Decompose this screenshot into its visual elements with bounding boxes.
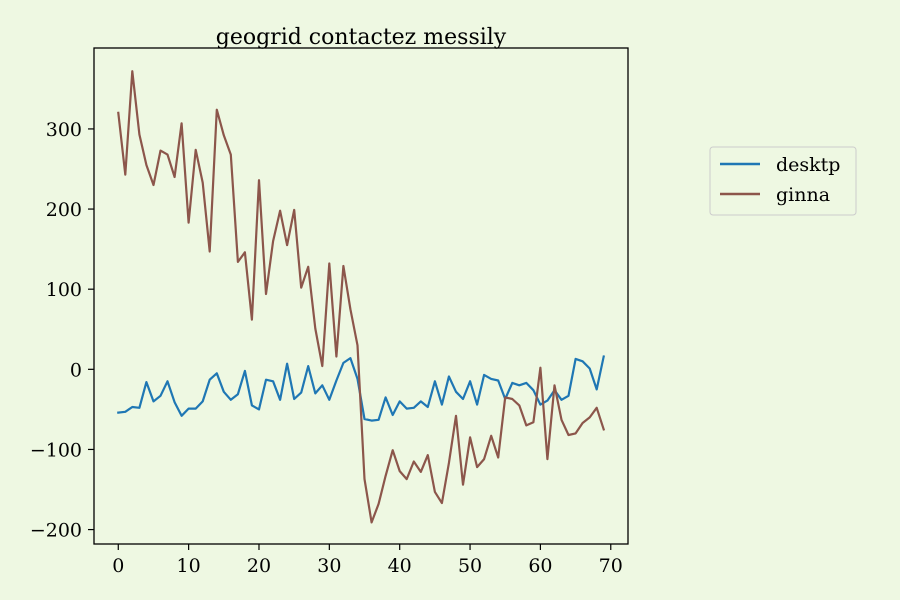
x-tick-label: 0 bbox=[112, 555, 124, 577]
legend-label-ginna: ginna bbox=[776, 184, 830, 206]
legend: desktp ginna bbox=[709, 146, 857, 216]
legend-label-desktp: desktp bbox=[776, 154, 840, 176]
x-tick-label: 10 bbox=[177, 555, 201, 577]
series-line-ginna bbox=[117, 70, 606, 524]
plot-area bbox=[93, 47, 629, 545]
x-tick-label: 40 bbox=[388, 555, 412, 577]
y-tick-label: 100 bbox=[46, 279, 82, 301]
x-tick-label: 70 bbox=[599, 555, 623, 577]
chart-title: geogrid contactez messily bbox=[216, 25, 507, 50]
x-tick-label: 30 bbox=[317, 555, 341, 577]
y-axis: −200 −100 0 100 200 300 bbox=[30, 119, 94, 542]
y-tick-label: 0 bbox=[70, 359, 82, 381]
y-tick-label: −100 bbox=[30, 439, 82, 461]
y-tick-label: 300 bbox=[46, 119, 82, 141]
series-layer bbox=[117, 70, 606, 524]
y-tick-label: −200 bbox=[30, 520, 82, 542]
y-tick-label: 200 bbox=[46, 199, 82, 221]
x-tick-label: 20 bbox=[247, 555, 271, 577]
x-tick-label: 50 bbox=[458, 555, 482, 577]
x-tick-label: 60 bbox=[528, 555, 552, 577]
x-axis: 0 10 20 30 40 50 60 70 bbox=[112, 544, 623, 577]
